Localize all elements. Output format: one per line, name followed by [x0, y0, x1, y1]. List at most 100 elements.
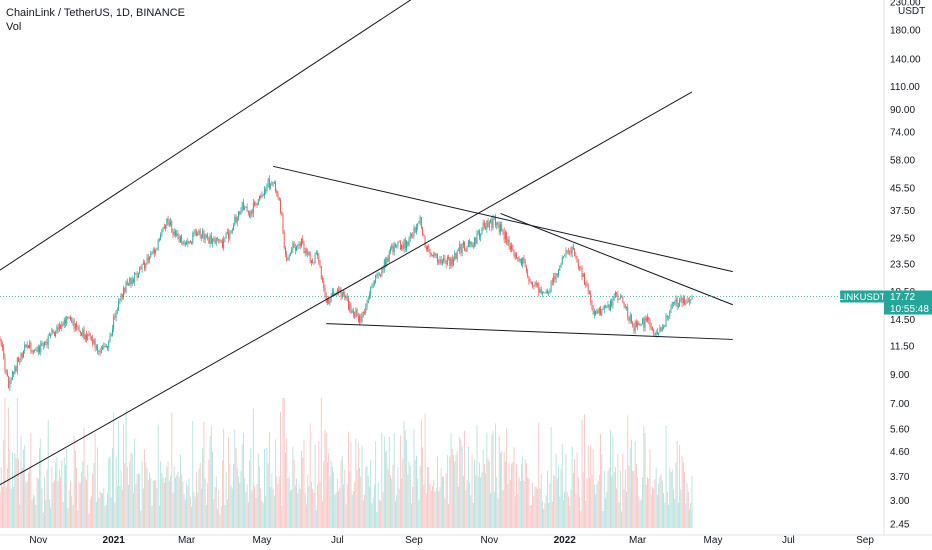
candle [613, 292, 615, 301]
volume-bar [113, 412, 115, 528]
candle [163, 223, 165, 230]
volume-bar [45, 499, 47, 528]
volume-bar [370, 460, 372, 528]
candle [194, 228, 196, 236]
candle [482, 219, 484, 232]
volume-bar [425, 493, 427, 528]
volume-bar [108, 458, 110, 528]
trendline-resistance-from-may-high[interactable] [272, 165, 733, 273]
volume-bar [11, 451, 13, 528]
candle [406, 239, 407, 253]
volume-bar [467, 446, 469, 528]
candle [181, 233, 183, 245]
volume-bar [386, 450, 388, 528]
volume-bar [166, 466, 168, 528]
candle [47, 333, 49, 349]
volume-bar [156, 488, 158, 528]
volume-bar [551, 501, 553, 528]
candle [142, 259, 144, 266]
volume-bar [647, 477, 648, 528]
candle [45, 340, 47, 346]
volume-bar [606, 491, 608, 528]
candle [270, 182, 272, 190]
volume-bar [304, 492, 306, 528]
volume-bar [281, 505, 283, 528]
trendline-channel-lower[interactable] [0, 91, 693, 486]
candle [78, 324, 80, 332]
candle [597, 308, 599, 314]
candle [664, 324, 666, 328]
volume-bar [297, 493, 299, 528]
volume-bar [213, 499, 215, 528]
candle [14, 364, 16, 375]
candle [19, 358, 21, 366]
volume-bar [675, 462, 677, 528]
volume-bar [381, 433, 383, 528]
candle [189, 239, 191, 244]
candle [509, 242, 511, 253]
candle [221, 237, 223, 249]
candle [569, 250, 571, 256]
candle [687, 297, 689, 303]
candle [282, 212, 284, 235]
volume-bar [200, 488, 202, 528]
volume-bar [524, 459, 526, 528]
trendline-channel-upper[interactable] [0, 0, 692, 271]
volume-bar [207, 483, 209, 528]
volume-bar [493, 491, 495, 528]
volume-bar [474, 459, 475, 528]
candle [654, 332, 656, 336]
candle [362, 311, 364, 318]
volume-bar [419, 465, 421, 528]
candle [545, 289, 547, 294]
candle [24, 341, 26, 354]
candle [480, 233, 482, 242]
volume-bar [246, 484, 248, 528]
volume-bar [626, 491, 627, 528]
volume-bar [482, 449, 484, 528]
volume-bar [617, 454, 619, 528]
volume-bar [315, 510, 317, 528]
volume-bar [579, 497, 580, 528]
candle [213, 236, 215, 242]
volume-bar [335, 492, 337, 528]
candle [294, 243, 296, 255]
volume-bar [126, 467, 128, 528]
candle [675, 295, 677, 307]
volume-bar [563, 500, 564, 528]
volume-bar [19, 504, 21, 528]
volume-bar [446, 454, 448, 528]
volume-bar [131, 454, 133, 528]
candle [273, 180, 275, 185]
y-tick-label: 74.00 [890, 128, 915, 139]
candle [233, 222, 234, 231]
candle [566, 249, 568, 255]
candle [679, 297, 681, 307]
volume-bar [265, 495, 267, 528]
candle [483, 220, 485, 229]
volume-bar [158, 505, 160, 528]
candle [450, 256, 452, 269]
candle [685, 299, 687, 306]
volume-bar [407, 474, 409, 528]
trendline-support[interactable] [326, 323, 733, 340]
volume-bar [239, 483, 241, 528]
volume-bar [220, 506, 222, 528]
candle [498, 221, 500, 235]
trendline-resistance-second[interactable] [500, 212, 733, 306]
candle [634, 320, 636, 335]
candle [624, 303, 626, 310]
volume-bar [329, 476, 331, 528]
volume-bar [360, 476, 362, 528]
volume-bar [659, 476, 661, 528]
candle [57, 323, 59, 334]
candle [84, 333, 86, 342]
volume-bar [409, 465, 411, 528]
candle [314, 252, 316, 264]
candle [109, 332, 111, 343]
volume-bar [362, 500, 364, 528]
volume-bar [312, 489, 314, 528]
candle [29, 339, 31, 349]
candle [275, 180, 276, 194]
